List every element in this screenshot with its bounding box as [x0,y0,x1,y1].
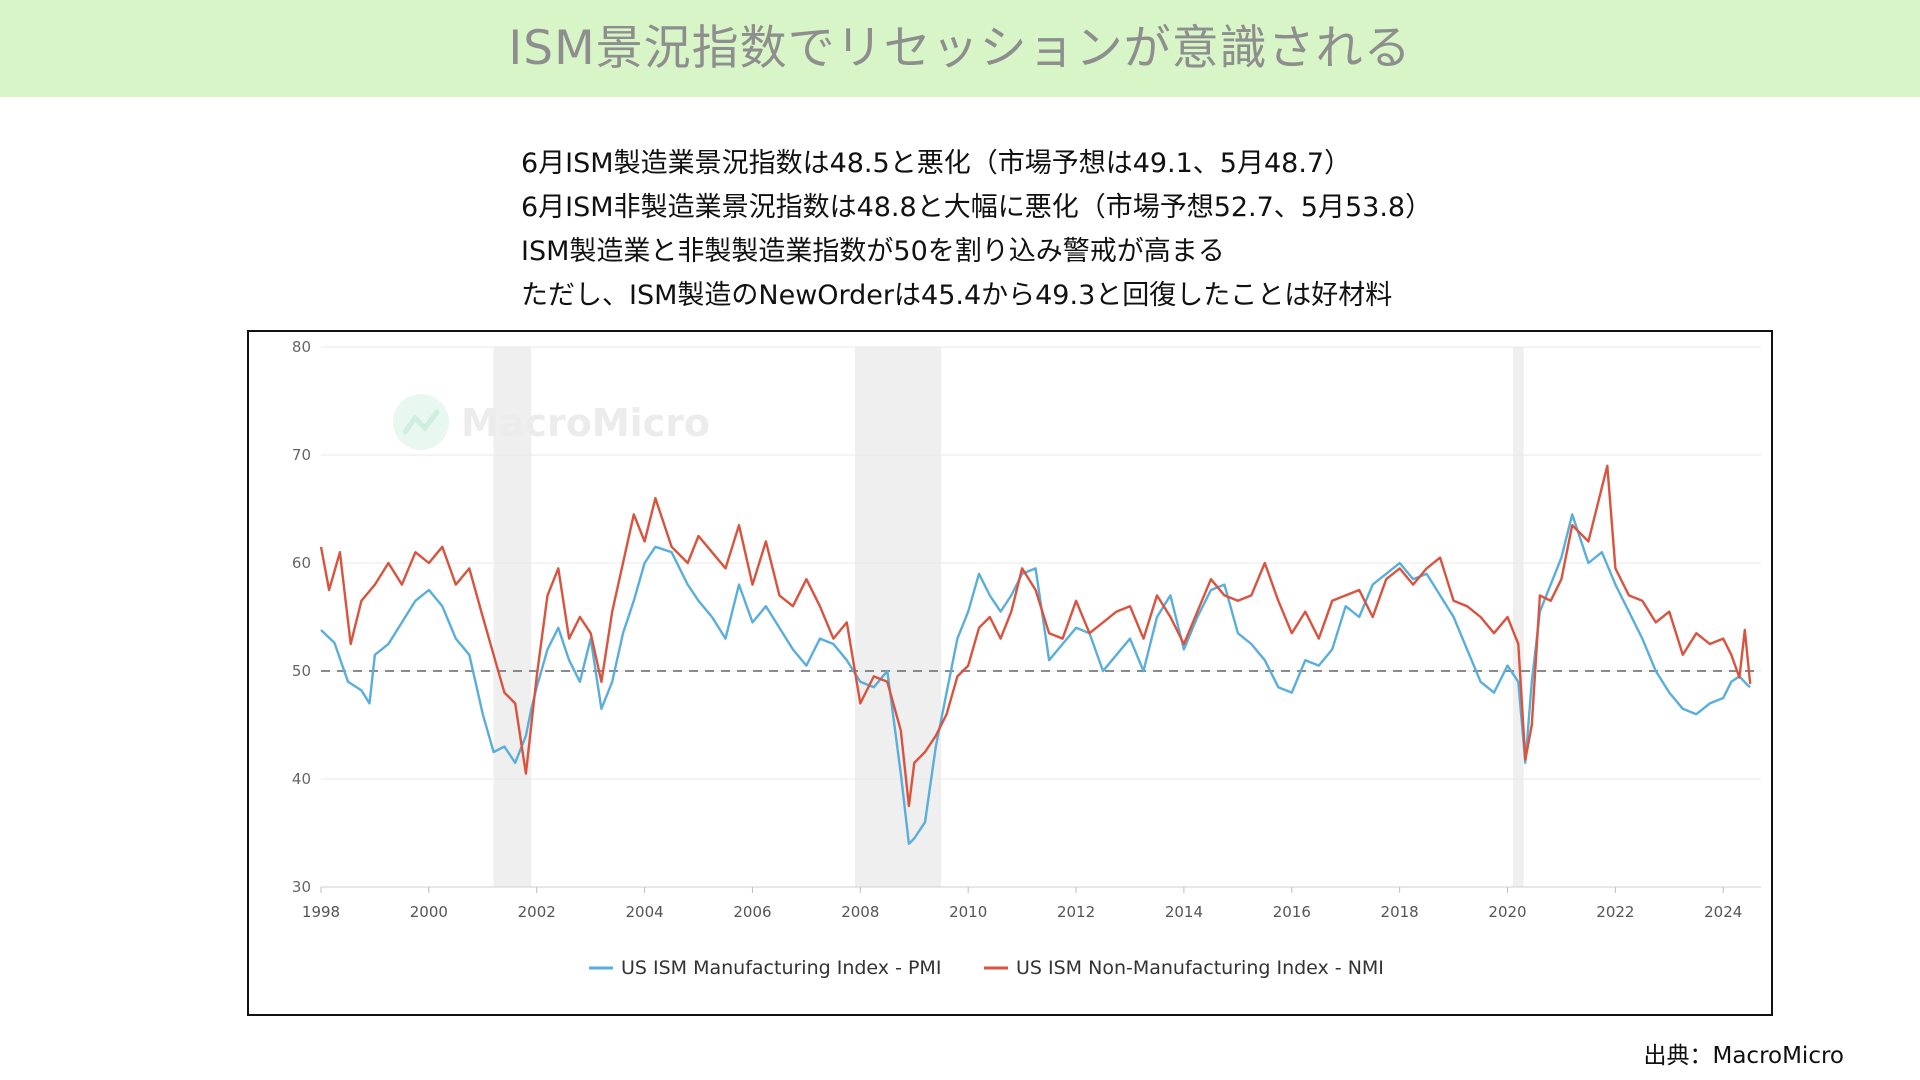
x-tick-label: 2016 [1273,903,1311,921]
ism-line-chart: MacroMicro 30 40 50 60 70 80 1998 2000 2002 2004 2… [292,338,1761,979]
x-tick-label: 2010 [949,903,987,921]
title-banner [0,0,1920,97]
x-tick-label: 2014 [1165,903,1203,921]
legend[interactable]: US ISM Manufacturing Index - PMI US ISM N… [589,957,1384,979]
legend-label[interactable]: US ISM Manufacturing Index - PMI [621,957,941,979]
y-tick-label: 40 [292,770,311,788]
recession-band [854,347,942,887]
note-line: ただし、ISM製造のNewOrderは45.4から49.3と回復したことは好材料 [521,280,1393,311]
y-tick-label: 80 [292,338,311,356]
x-tick-label: 2018 [1381,903,1419,921]
watermark-logo-mark-icon [402,409,440,435]
recession-band [1512,347,1524,887]
series-line-nmi [319,464,1752,808]
source-credit: 出典：MacroMicro [1643,1043,1844,1069]
note-line: 6月ISM製造業景況指数は48.5と悪化（市場予想は49.1、5月48.7） [521,148,1352,179]
series-line-pmi [320,513,1751,845]
watermark-text: MacroMicro [461,401,710,445]
series-group [319,464,1752,845]
note-line: 6月ISM非製造業景況指数は48.8と大幅に悪化（市場予想52.7、5月53.8… [521,192,1433,223]
x-tick-label: 2000 [410,903,448,921]
x-tick-label: 2022 [1596,903,1634,921]
y-tick-label: 70 [292,446,311,464]
x-tick-label: 2004 [626,903,664,921]
x-tick-label: 2012 [1057,903,1095,921]
x-tick-label: 2006 [733,903,771,921]
note-line: ISM製造業と非製製造業指数が50を割り込み警戒が高まる [521,236,1225,267]
watermark: MacroMicro [393,394,710,450]
legend-label[interactable]: US ISM Non-Manufacturing Index - NMI [1016,957,1384,979]
notes-block: 6月ISM製造業景況指数は48.5と悪化（市場予想は49.1、5月48.7） 6… [521,142,1621,318]
x-tick-label: 2008 [841,903,879,921]
page-title: ISM景況指数でリセッションが意識される [508,21,1412,76]
x-tick-label: 2020 [1488,903,1526,921]
y-tick-label: 50 [292,662,311,680]
y-tick-label: 30 [292,878,311,896]
recession-band [493,347,532,887]
x-tick-label: 1998 [302,903,340,921]
x-tick-label: 2002 [518,903,556,921]
x-tick-label: 2024 [1704,903,1742,921]
recession-shading-group [493,347,1524,887]
y-tick-label: 60 [292,554,311,572]
chart-frame: MacroMicro 30 40 50 60 70 80 1998 2000 2002 2004 2… [247,330,1773,1016]
